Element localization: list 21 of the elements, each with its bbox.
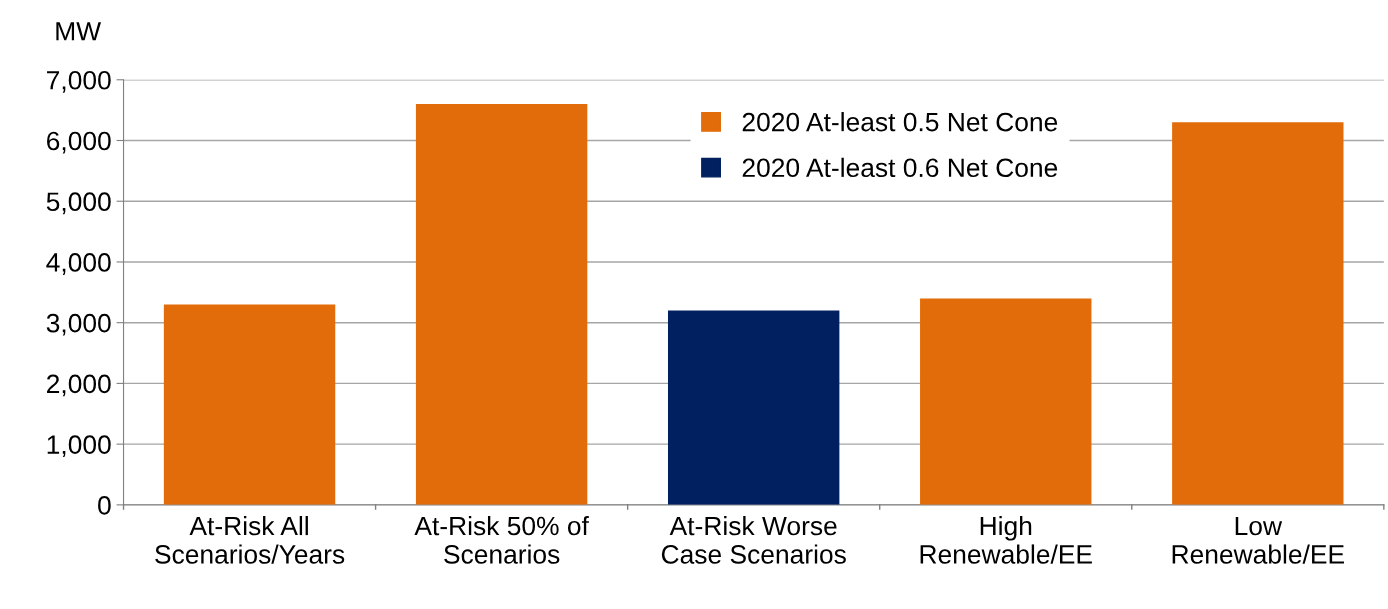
x-tick-label: High Renewable/EE — [920, 515, 1092, 564]
x-tick-label: At-Risk Worse Case Scenarios — [661, 515, 846, 564]
y-tick-label: 2,000 — [47, 374, 111, 397]
y-tick-label: 0 — [98, 496, 111, 515]
y-tick-label: 3,000 — [46, 313, 111, 336]
x-tick-label: Low Renewable/EE — [1172, 516, 1344, 564]
y-tick-label: 7,000 — [47, 70, 111, 93]
legend-label: 2020 At-least 0.5 Net Cone — [742, 112, 1058, 132]
y-tick-label: 6,000 — [47, 131, 111, 154]
bar — [920, 298, 1092, 505]
bar — [415, 104, 588, 505]
x-tick-label: At-Risk 50% of Scenarios — [414, 515, 589, 564]
x-tick-label: At-Risk All Scenarios/Years — [155, 515, 345, 564]
bar — [163, 304, 336, 505]
bar — [1172, 122, 1344, 505]
y-tick-label: 4,000 — [46, 253, 111, 275]
bar — [667, 310, 840, 505]
y-tick-label: 1,000 — [47, 435, 111, 458]
legend-label: 2020 At-least 0.6 Net Cone — [742, 157, 1058, 178]
y-axis-title: MW — [56, 22, 102, 41]
y-tick-label: 5,000 — [46, 192, 111, 215]
